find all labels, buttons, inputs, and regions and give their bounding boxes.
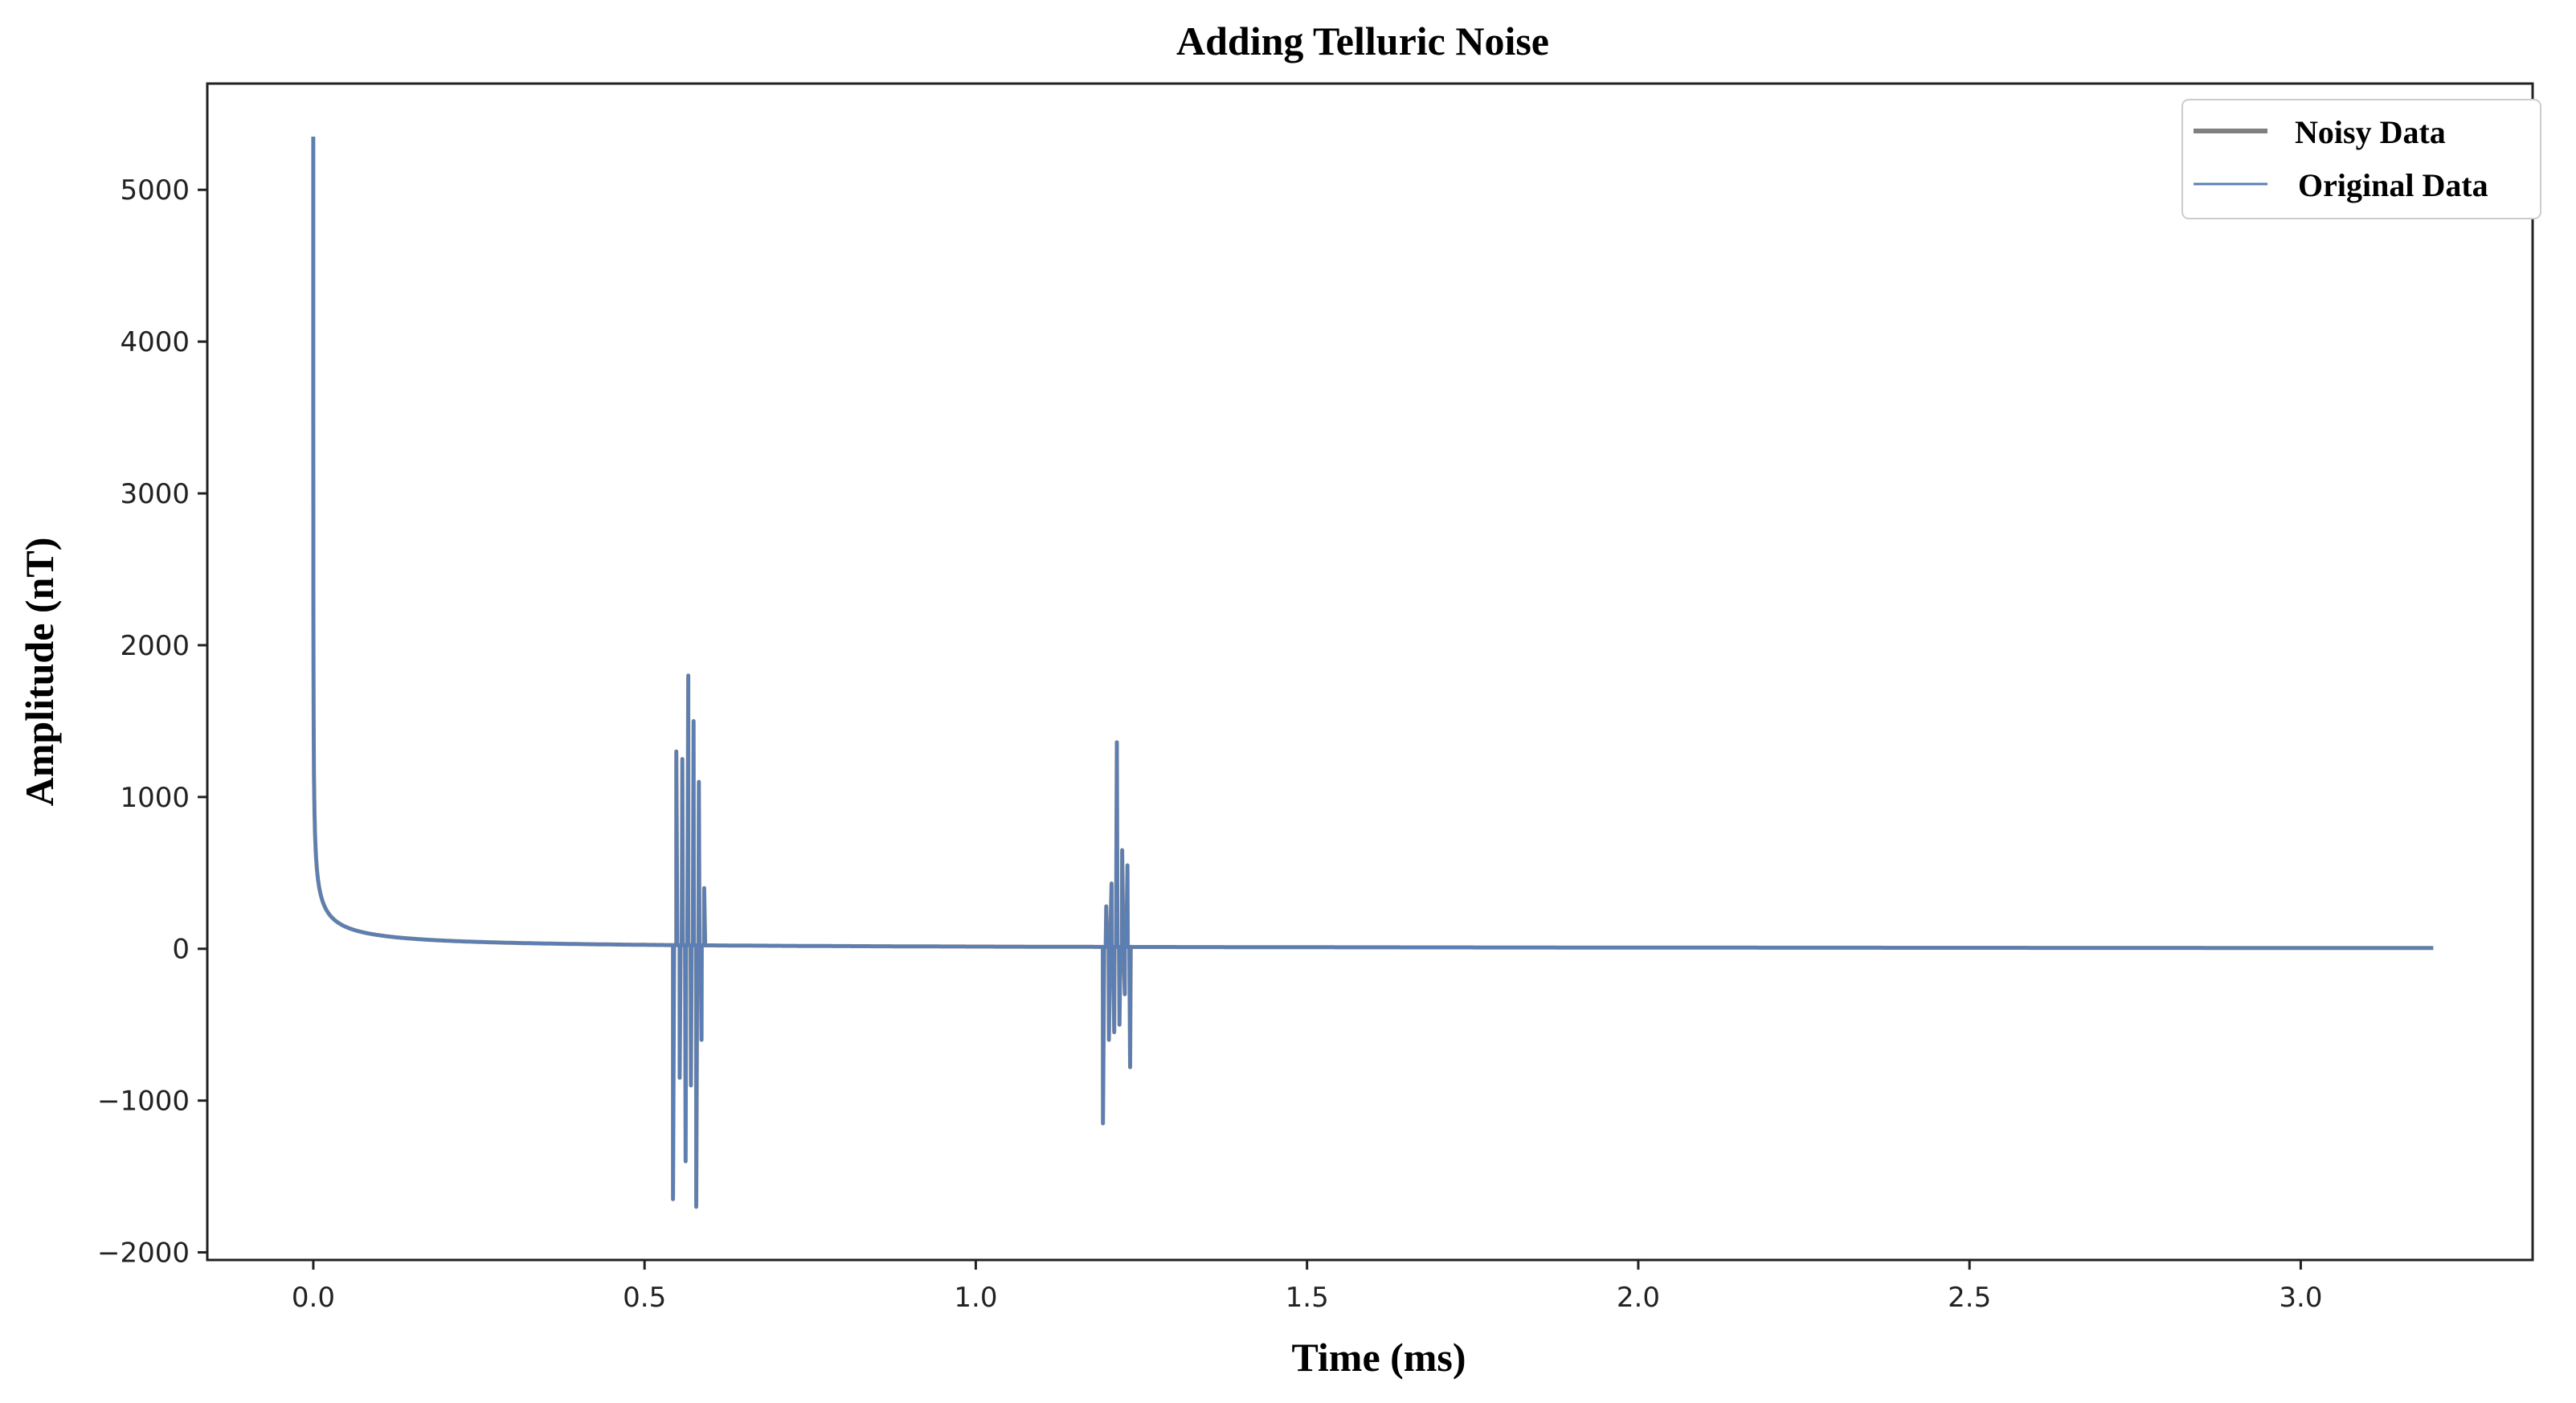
x-tick-label: 3.0 [2279,1282,2322,1314]
y-tick-label: 2000 [120,630,190,662]
x-tick-label: 0.0 [292,1282,335,1314]
x-axis-ticks: 0.0 0.5 1.0 1.5 2.0 2.5 3.0 [292,1260,2322,1314]
series-line-original [311,137,2434,1209]
y-axis-label: Amplitude (nT) [17,538,62,807]
legend-box [2181,99,2541,219]
chart-title: Adding Telluric Noise [1176,18,1549,63]
plot-frame [206,82,2534,1262]
legend: Noisy Data Original Data [2181,99,2541,219]
x-tick-label: 2.0 [1617,1282,1660,1314]
x-tick-label: 1.0 [954,1282,997,1314]
legend-label-original: Original Data [2298,167,2488,203]
x-tick-label: 1.5 [1286,1282,1329,1314]
x-axis-label: Time (ms) [1291,1335,1466,1380]
y-tick-label: −1000 [97,1086,190,1118]
x-tick-label: 2.5 [1948,1282,1991,1314]
y-axis-ticks: 5000 4000 3000 2000 1000 0 −1000 −2000 [97,174,207,1270]
y-tick-label: −2000 [97,1237,190,1270]
y-tick-label: 1000 [120,782,190,814]
y-tick-label: 0 [172,934,190,966]
legend-label-noisy: Noisy Data [2295,114,2446,150]
y-tick-label: 4000 [120,326,190,358]
y-tick-label: 5000 [120,174,190,207]
series-lines [311,137,2434,1209]
y-tick-label: 3000 [120,478,190,510]
x-tick-label: 0.5 [623,1282,666,1314]
